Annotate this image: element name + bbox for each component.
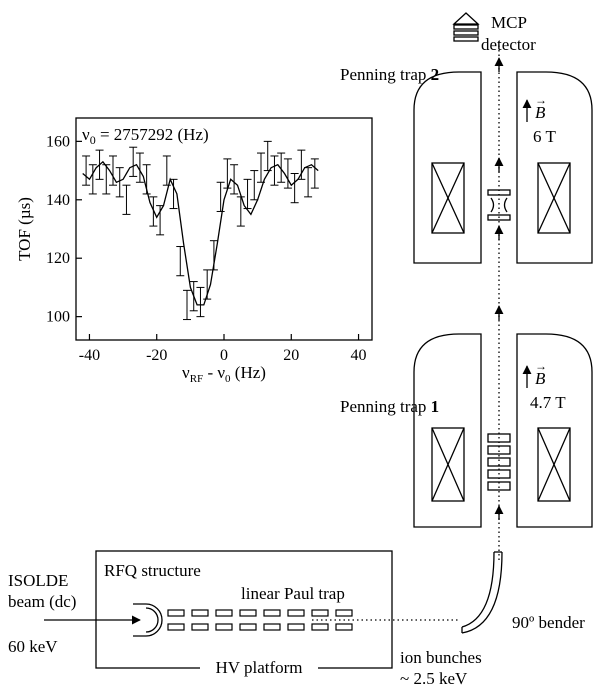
data-point (297, 149, 306, 180)
y-tick-label: 120 (46, 250, 70, 267)
trap1-coil-right (537, 427, 571, 502)
svg-text:→: → (535, 359, 547, 373)
data-point (162, 155, 171, 186)
trap2-magnet-left (413, 71, 482, 264)
svg-text:→: → (535, 93, 547, 107)
detector-label-line2: detector (481, 35, 536, 54)
rfq-label: RFQ structure (104, 561, 201, 580)
field-arrow-1: B → (522, 359, 547, 388)
bender-label: 90º bender (512, 613, 585, 632)
data-point (169, 178, 178, 210)
field-2-value: 6 T (533, 127, 556, 146)
y-tick-label: 160 (46, 133, 70, 150)
paul-trap-label: linear Paul trap (241, 584, 345, 603)
x-tick-label: -20 (146, 347, 167, 364)
x-tick-label: 40 (351, 347, 367, 364)
data-point (290, 173, 299, 204)
chart-frame (75, 117, 373, 341)
x-tick-label: -40 (79, 347, 100, 364)
data-point (223, 158, 232, 189)
data-point (176, 246, 185, 277)
data-point (304, 167, 313, 198)
y-tick-label: 100 (46, 309, 70, 326)
data-point (149, 196, 158, 227)
trap2-magnet-right (516, 71, 593, 264)
data-point (230, 164, 239, 195)
data-point (270, 155, 279, 186)
data-point (129, 146, 138, 177)
data-point (189, 281, 198, 312)
data-point (88, 164, 97, 195)
data-point (122, 184, 131, 215)
injection-electrode-icon (133, 603, 163, 637)
x-tick-label: 0 (220, 347, 228, 364)
isolde-label-line2: beam (dc) (8, 592, 76, 611)
data-point (109, 155, 117, 186)
data-point (216, 181, 225, 212)
data-point (95, 149, 104, 180)
penning-trap-2-label: Penning trap 2 (340, 65, 439, 84)
ion-bunches-label: ion bunches (400, 648, 482, 667)
penning-trap-1-label: Penning trap 1 (340, 397, 439, 416)
data-point (257, 152, 265, 183)
beam-path (312, 40, 500, 621)
x-tick-label: 20 (283, 347, 299, 364)
tof-resonance-chart: ν0 = 2757292 (Hz) TOF (µs) νRF - ν0 (Hz)… (15, 117, 373, 385)
svg-text:B: B (535, 103, 546, 122)
field-arrow-2: B → (522, 93, 547, 122)
chart-xlabel: νRF - ν0 (Hz) (182, 363, 266, 385)
data-point (250, 170, 259, 201)
fit-curve (82, 160, 319, 306)
trap1-magnet-left (413, 333, 482, 528)
data-point (82, 155, 91, 186)
data-point (263, 140, 272, 172)
data-point (243, 178, 252, 210)
data-point (183, 289, 191, 321)
detector-label-line1: MCP (491, 13, 527, 32)
isolde-label-line1: ISOLDE (8, 571, 68, 590)
data-point (142, 164, 151, 195)
trap1-coil-left (431, 427, 465, 502)
bender-icon (461, 551, 503, 634)
mcp-detector-icon (452, 12, 480, 42)
y-tick-label: 140 (46, 192, 70, 209)
field-1-value: 4.7 T (530, 393, 566, 412)
data-point (115, 167, 124, 198)
ion-energy-label: ~ 2.5 keV (400, 669, 468, 687)
trap2-coil-right (537, 162, 571, 234)
data-point (277, 152, 286, 183)
data-point (236, 196, 245, 227)
energy-in-label: 60 keV (8, 637, 58, 656)
data-point (283, 158, 292, 189)
data-point (102, 164, 111, 195)
data-point (196, 286, 205, 318)
paul-trap-electrodes (167, 609, 353, 631)
svg-text:B: B (535, 369, 546, 388)
data-point (209, 240, 218, 271)
trap1-magnet-right (516, 333, 593, 528)
trap2-coil-left (431, 162, 465, 234)
hv-platform-label: HV platform (215, 658, 302, 677)
chart-ylabel: TOF (µs) (15, 197, 34, 261)
data-point (156, 205, 165, 236)
data-point (135, 152, 144, 183)
chart-annotation: ν0 = 2757292 (Hz) (82, 125, 209, 147)
data-point (203, 269, 212, 300)
data-point (310, 158, 319, 189)
